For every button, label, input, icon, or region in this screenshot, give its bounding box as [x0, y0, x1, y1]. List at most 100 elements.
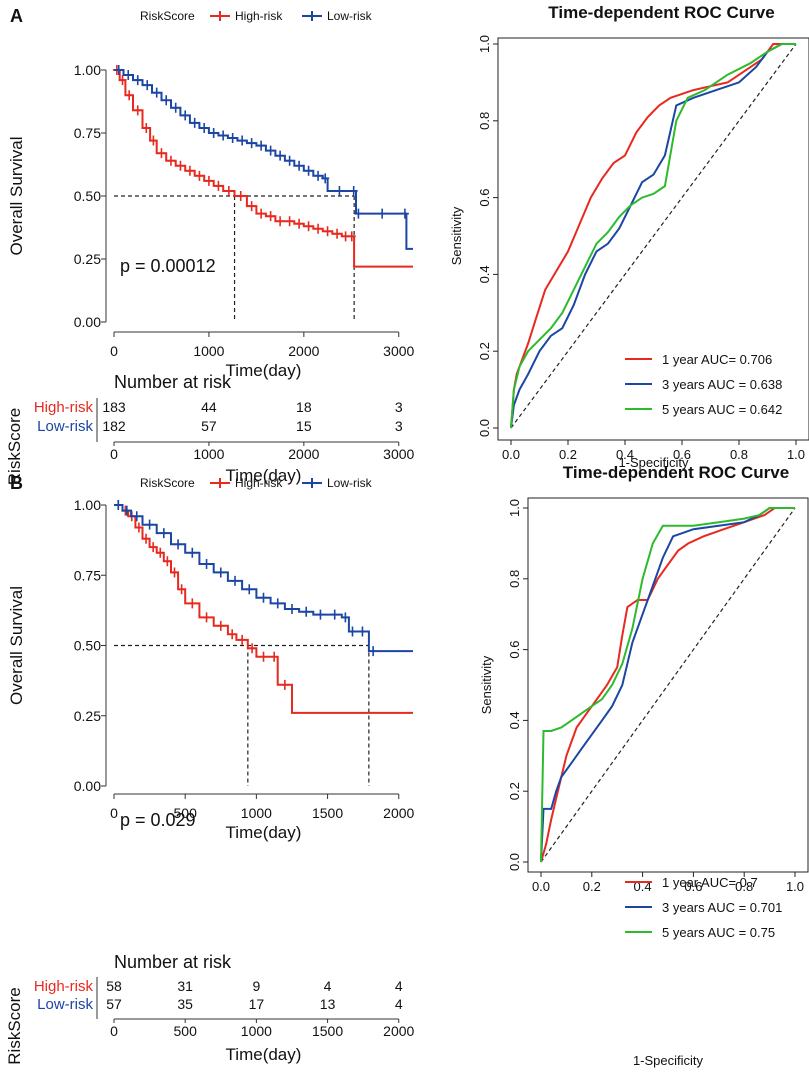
- risk-table-count: 17: [249, 996, 265, 1012]
- km-y-tick-label: 1.00: [74, 62, 101, 78]
- km-censor-mark: [330, 609, 339, 620]
- km-censor-mark: [333, 228, 342, 239]
- km-x-axis-title: Time(day): [226, 361, 302, 380]
- risk-table-row-label: Low-risk: [37, 996, 93, 1013]
- km-censor-mark: [323, 226, 332, 237]
- km-censor-mark: [378, 208, 387, 219]
- km-censor-mark: [166, 155, 175, 166]
- km-legend-item: Low-risk: [302, 476, 373, 490]
- roc-y-tick-label: 0.8: [477, 112, 492, 130]
- km-censor-mark: [248, 643, 257, 654]
- roc-legend-item: 3 years AUC = 0.638: [625, 377, 782, 392]
- km-censor-mark: [314, 170, 323, 181]
- risk-table-x-tick-label: 3000: [383, 446, 414, 462]
- km-y-tick-label: 0.75: [74, 125, 101, 141]
- km-censor-mark: [400, 208, 409, 219]
- km-censor-mark: [238, 634, 247, 645]
- km-censor-mark: [145, 519, 154, 530]
- roc-x-tick-label: 0.6: [684, 879, 702, 894]
- km-censor-mark: [143, 80, 152, 91]
- km-series-high-risk: [114, 500, 413, 714]
- risk-table-y-title: RiskScore: [5, 987, 24, 1064]
- risk-table-count: 13: [320, 996, 336, 1012]
- risk-table-x-tick-label: 2000: [383, 1023, 414, 1039]
- roc-y-tick-label: 0.2: [477, 342, 492, 360]
- km-censor-mark: [280, 679, 289, 690]
- roc-legend-label: 1 year AUC= 0.706: [662, 352, 772, 367]
- roc-x-axis-title: 1-Specificity: [618, 455, 689, 470]
- roc-legend-label: 5 years AUC = 0.642: [662, 402, 782, 417]
- km-censor-mark: [247, 201, 256, 212]
- roc-legend-item: 5 years AUC = 0.75: [625, 925, 775, 940]
- km-censor-mark: [285, 155, 294, 166]
- roc-x-tick-label: 0.2: [583, 879, 601, 894]
- km-censor-mark: [216, 620, 225, 631]
- km-censor-mark: [125, 90, 134, 101]
- km-censor-mark: [204, 175, 213, 186]
- km-censor-mark: [185, 165, 194, 176]
- km-censor-mark: [304, 165, 313, 176]
- roc-x-axis-title: 1-Specificity: [633, 1053, 704, 1068]
- km-censor-mark: [132, 511, 141, 522]
- km-censor-mark: [287, 603, 296, 614]
- risk-table-count: 3: [395, 418, 403, 434]
- roc-y-tick-label: 1.0: [477, 35, 492, 53]
- roc-y-tick-label: 0.4: [507, 711, 522, 729]
- km-x-axis-title: Time(day): [226, 823, 302, 842]
- km-censor-mark: [259, 592, 268, 603]
- roc-title: Time-dependent ROC Curve: [563, 463, 789, 482]
- risk-table-count: 44: [201, 399, 217, 415]
- km-censor-mark: [314, 223, 323, 234]
- km-censor-mark: [159, 528, 168, 539]
- km-censor-mark: [134, 522, 143, 533]
- km-censor-mark: [149, 542, 158, 553]
- roc-frame: [497, 37, 809, 441]
- km-censor-mark: [321, 173, 330, 184]
- risk-table-title: Number at risk: [114, 372, 232, 392]
- km-censor-mark: [295, 160, 304, 171]
- risk-table-count: 4: [395, 996, 403, 1012]
- km-censor-mark: [266, 211, 275, 222]
- roc-y-tick-label: 1.0: [507, 499, 522, 517]
- km-x-tick-label: 500: [174, 805, 198, 821]
- panel-B: B RiskScore High-risk Low-risk0.000.250.500…: [5, 463, 809, 1068]
- km-censor-mark: [200, 122, 209, 133]
- risk-table-row-label: High-risk: [34, 978, 94, 995]
- km-censor-mark: [354, 208, 363, 219]
- roc-x-tick-label: 1.0: [786, 879, 804, 894]
- km-x-tick-label: 0: [110, 805, 118, 821]
- km-y-tick-label: 0.50: [74, 638, 101, 654]
- risk-table-count: 4: [395, 978, 403, 994]
- risk-table-count: 35: [177, 996, 193, 1012]
- km-censor-mark: [273, 598, 282, 609]
- km-x-tick-label: 1500: [312, 805, 343, 821]
- km-censor-mark: [247, 138, 256, 149]
- risk-table-x-tick-label: 2000: [288, 446, 319, 462]
- km-censor-mark: [270, 651, 279, 662]
- roc-x-tick-label: 0.2: [559, 447, 577, 462]
- roc-legend-label: 5 years AUC = 0.75: [662, 925, 775, 940]
- panel-label: A: [10, 6, 23, 26]
- risk-table-x-tick-label: 0: [110, 1023, 118, 1039]
- risk-table-title: Number at risk: [114, 952, 232, 972]
- roc-curve: [540, 507, 795, 863]
- km-censor-mark: [142, 533, 151, 544]
- km-censor-mark: [142, 122, 151, 133]
- km-legend-item: Low-risk: [302, 9, 373, 23]
- km-censor-mark: [302, 606, 311, 617]
- roc-plot: Time-dependent ROC Curve 0.0 0.0 0.2 0.2 0.4 0…: [479, 463, 809, 1068]
- km-censor-mark: [316, 609, 325, 620]
- km-y-tick-label: 0.00: [74, 314, 101, 330]
- km-censor-mark: [341, 612, 350, 623]
- km-censor-mark: [122, 505, 131, 516]
- km-x-tick-label: 1000: [193, 343, 224, 359]
- km-censor-mark: [369, 646, 378, 657]
- km-censor-mark: [335, 185, 344, 196]
- km-censor-mark: [202, 612, 211, 623]
- km-censor-mark: [177, 584, 186, 595]
- km-y-tick-label: 0.50: [74, 188, 101, 204]
- km-censor-mark: [209, 128, 218, 138]
- roc-curve: [540, 507, 795, 863]
- km-x-tick-label: 2000: [383, 805, 414, 821]
